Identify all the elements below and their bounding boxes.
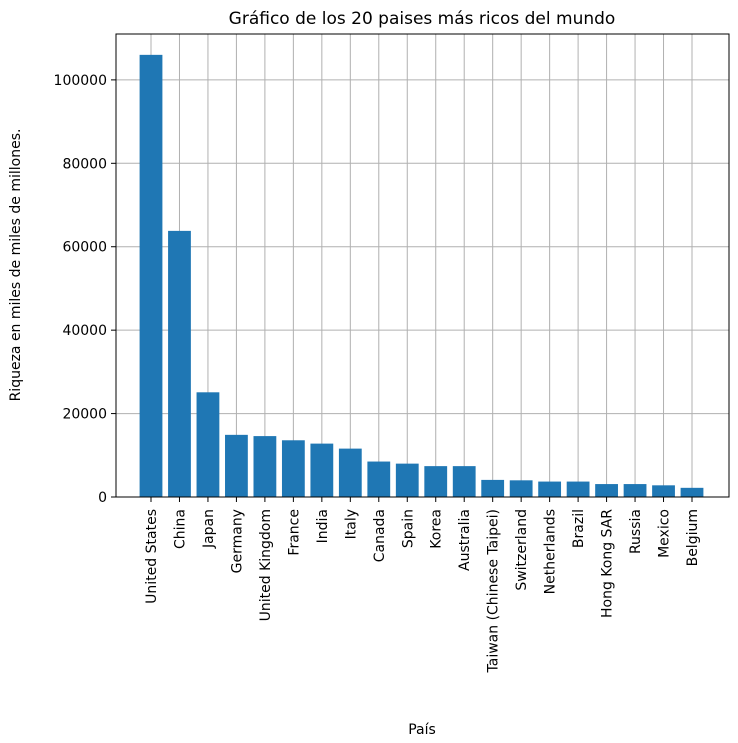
bar-united-kingdom bbox=[253, 436, 277, 497]
bar-france bbox=[281, 440, 305, 497]
x-tick-label: China bbox=[172, 509, 188, 549]
x-tick-label: Switzerland bbox=[514, 509, 530, 591]
bar-korea bbox=[424, 466, 448, 497]
bar-switzerland bbox=[509, 480, 533, 497]
y-tick-label: 80000 bbox=[62, 156, 107, 172]
plot-frame bbox=[115, 33, 730, 498]
bar-australia bbox=[452, 466, 476, 497]
x-tick-label: Japan bbox=[201, 509, 217, 549]
bar-germany bbox=[225, 434, 248, 497]
y-tick-label: 20000 bbox=[62, 407, 107, 423]
x-axis: United States China Japan Germany United Kin… bbox=[144, 497, 701, 673]
y-axis: 0 20000 40000 60000 80000 100000 bbox=[54, 73, 116, 506]
x-tick-label: Korea bbox=[429, 509, 445, 549]
x-axis-label: País bbox=[408, 722, 436, 738]
x-tick-label: Brazil bbox=[571, 509, 587, 548]
x-tick-label: Taiwan (Chinese Taipei) bbox=[486, 509, 502, 673]
x-tick-label: Hong Kong SAR bbox=[600, 509, 616, 618]
y-tick-label: 40000 bbox=[62, 323, 107, 339]
bars bbox=[139, 54, 704, 497]
bar-india bbox=[310, 443, 334, 497]
bar-italy bbox=[338, 448, 362, 497]
y-axis-label: Riqueza en miles de miles de millones. bbox=[8, 129, 24, 402]
bar-japan bbox=[196, 392, 220, 497]
x-tick-label: Italy bbox=[343, 509, 359, 539]
bar-spain bbox=[395, 463, 419, 497]
x-tick-label: France bbox=[286, 509, 302, 556]
bar-russia bbox=[623, 484, 647, 497]
y-tick-label: 60000 bbox=[62, 240, 107, 256]
x-tick-label: Russia bbox=[628, 509, 644, 554]
x-tick-label: Spain bbox=[400, 509, 416, 548]
bar-united-states bbox=[139, 54, 163, 497]
y-tick-label: 0 bbox=[98, 490, 107, 506]
x-tick-label: Canada bbox=[372, 509, 388, 562]
grid bbox=[116, 34, 729, 498]
x-tick-label: Australia bbox=[457, 509, 473, 571]
x-tick-label: Mexico bbox=[657, 509, 673, 558]
bar-china bbox=[168, 230, 191, 497]
x-tick-label: Netherlands bbox=[543, 509, 559, 594]
x-tick-label: India bbox=[315, 509, 331, 543]
bar-netherlands bbox=[538, 481, 562, 497]
bar-taiwan-chinese-taipei bbox=[481, 479, 505, 497]
y-tick-label: 100000 bbox=[54, 73, 107, 89]
bar-brazil bbox=[566, 481, 590, 497]
x-tick-label: United States bbox=[144, 509, 160, 604]
bar-hong-kong-sar bbox=[595, 484, 618, 497]
x-tick-label: Belgium bbox=[685, 509, 701, 566]
x-tick-label: Germany bbox=[229, 509, 245, 573]
x-tick-label: United Kingdom bbox=[258, 509, 274, 621]
bar-mexico bbox=[652, 485, 675, 497]
bar-belgium bbox=[680, 487, 704, 497]
chart-title: Gráfico de los 20 paises más ricos del m… bbox=[229, 9, 616, 29]
bar-canada bbox=[367, 461, 391, 497]
